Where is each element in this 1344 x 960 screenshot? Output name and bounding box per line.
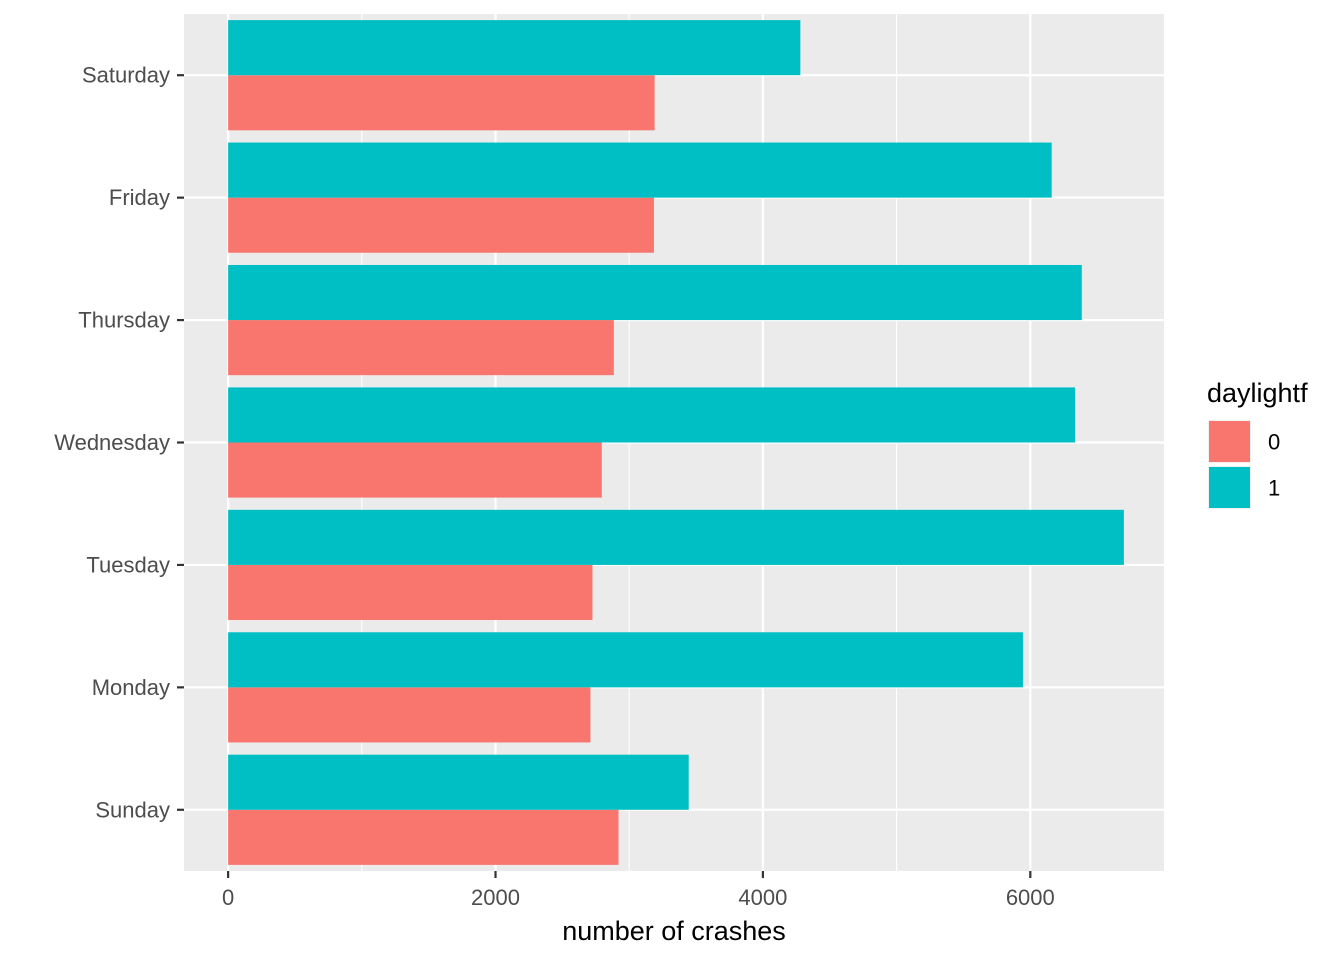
bar-saturday-series-1 (228, 20, 801, 76)
bar-thursday-series-0 (228, 320, 614, 376)
legend-key-series-1 (1209, 467, 1250, 508)
y-axis: Sunday Monday Tuesday Wednesday Thursday Frid… (54, 63, 184, 822)
legend-key-series-0 (1209, 421, 1250, 462)
y-tick-label-wednesday: Wednesday (54, 430, 170, 455)
x-tick-label: 6000 (1006, 885, 1055, 910)
bar-tuesday-series-0 (228, 564, 593, 621)
bar-friday-series-0 (228, 197, 654, 253)
y-tick-label-saturday: Saturday (82, 63, 170, 88)
bar-monday-series-0 (228, 687, 591, 743)
bar-tuesday-series-1 (228, 509, 1124, 565)
bar-wednesday-series-0 (228, 442, 602, 498)
x-axis: 0 2000 4000 6000 (222, 871, 1055, 910)
y-tick-label-monday: Monday (92, 675, 170, 700)
y-tick-label-thursday: Thursday (78, 308, 170, 333)
y-tick-label-sunday: Sunday (95, 797, 170, 822)
x-tick-label: 4000 (738, 885, 787, 910)
y-tick-label-friday: Friday (109, 185, 170, 210)
bar-thursday-series-1 (228, 264, 1082, 321)
bar-sunday-series-1 (228, 754, 689, 810)
bar-friday-series-1 (228, 142, 1052, 198)
legend: daylightf 0 1 (1207, 378, 1308, 509)
legend-title: daylightf (1207, 378, 1308, 408)
bar-saturday-series-0 (228, 75, 655, 131)
y-tick-label-tuesday: Tuesday (86, 552, 170, 577)
x-tick-label: 2000 (471, 885, 520, 910)
bars (228, 20, 1124, 865)
bar-monday-series-1 (228, 632, 1023, 688)
legend-label-series-0: 0 (1268, 430, 1280, 455)
legend-label-series-1: 1 (1268, 476, 1280, 501)
bar-sunday-series-0 (228, 809, 619, 865)
x-tick-label: 0 (222, 885, 234, 910)
bar-wednesday-series-1 (228, 387, 1076, 443)
x-axis-title: number of crashes (562, 916, 786, 946)
